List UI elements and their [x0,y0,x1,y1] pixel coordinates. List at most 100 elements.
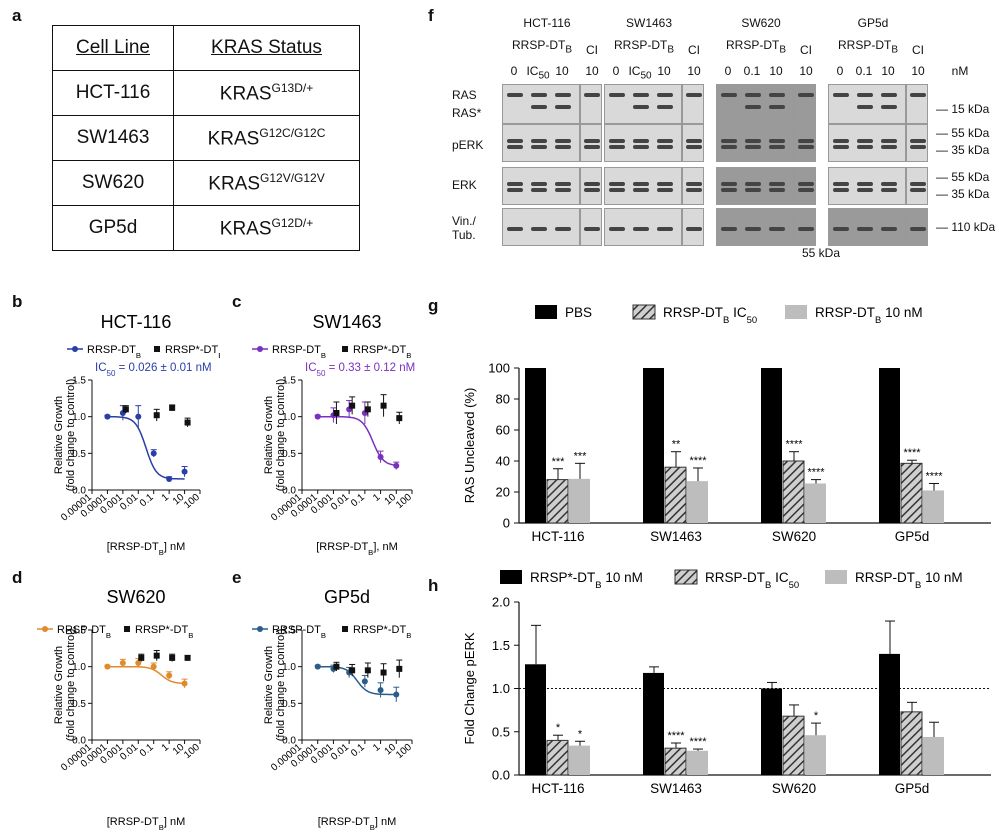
blot-strip-control [906,208,928,246]
blot-band [745,105,761,109]
table-row: SW1463 KRASG12C/G12C [52,115,360,161]
blot-band [910,227,926,231]
blot-band [769,182,785,186]
blot-band [657,93,673,97]
blot-dose-label: IC50 [628,64,652,82]
y-axis-label-2: (fold change to control) [275,379,287,492]
table-cell-status: KRASG13D/+ [173,70,360,116]
blot-band [657,139,673,143]
blot-band [584,139,600,143]
blot-band [881,182,897,186]
bar [761,368,782,523]
blot-band [910,139,926,143]
data-point-rrsp-star [184,654,191,661]
blot-strip [604,208,682,246]
blot-cell-line-label: HCT-116 [523,16,571,30]
y-axis-label: Fold Change pERK [462,632,477,744]
table-header-cell-line: Cell Line [52,25,174,71]
blot-band [584,182,600,186]
data-point-rrsp-star [364,667,371,674]
blot-band [555,145,571,149]
data-point-rrsp [377,687,384,694]
y-tick-label: 1.0 [492,681,510,696]
y-tick-label: 1.5 [282,376,296,387]
blot-strip-control [682,84,704,124]
legend-label-rrsp: RRSP-DTB [87,344,141,360]
y-tick-label: 0.0 [72,736,86,747]
blot-band [721,93,737,97]
blot-band [609,188,625,192]
blot-band [798,93,814,97]
legend-swatch [825,570,847,584]
blot-strip-control [580,208,602,246]
blot-band [531,93,547,97]
blot-band [531,188,547,192]
blot-band [507,139,523,143]
y-axis-label: Relative Growth [263,646,275,724]
blot-marker-label: — 55 kDa [936,126,990,140]
blot-unit-label: nM [951,64,969,78]
bar [923,736,944,775]
category-label: HCT-116 [531,529,584,544]
blot-treatment-label: RRSP-DTB [725,38,786,56]
blot-band [769,227,785,231]
data-point-rrsp [314,663,321,670]
blot-band [745,139,761,143]
bar [569,478,590,523]
blot-strip-control [794,208,816,246]
blot-band [881,145,897,149]
chart-title: HCT-116 [101,312,172,332]
table-cell-line: SW620 [52,160,174,206]
blot-band [657,105,673,109]
significance-label: **** [807,467,825,479]
ic50-annotation: IC50 = 0.33 ± 0.12 nM [305,362,415,378]
blot-marker-label: — 15 kDa [936,102,990,116]
blot-band [657,227,673,231]
blot-band [798,145,814,149]
blot-band [910,145,926,149]
blot-band [721,188,737,192]
blot-marker-label: — 55 kDa [936,170,990,184]
bar [664,747,687,776]
bar [900,711,923,776]
x-tick-label: 0.01 [118,742,140,763]
legend-label-rrsp: RRSP-DTB [272,344,326,360]
category-label: SW1463 [650,781,702,796]
panel-label-e: e [232,568,242,587]
bar [687,481,708,523]
blot-dose-label: 0.1 [743,64,761,78]
significance-label: **** [667,730,685,742]
blot-strip-control [682,124,704,162]
data-point-rrsp [393,691,400,698]
y-tick-label: 60 [496,423,510,438]
data-point-rrsp-star [333,663,340,670]
blot-strip-control [794,167,816,205]
blot-band [531,105,547,109]
x-axis-label: [RRSP-DTB] nM [318,816,397,832]
x-tick-label: 0.01 [329,742,351,763]
fit-curve [317,665,397,696]
blot-band [881,139,897,143]
blot-dose-label: 0.1 [855,64,873,78]
x-tick-label: 100 [394,492,414,511]
data-point-rrsp [150,663,157,670]
bar [900,462,923,524]
blot-strip [828,208,906,246]
data-point-rrsp [361,678,368,685]
bar [761,688,782,775]
blot-strip [828,84,906,124]
blot-band [633,188,649,192]
blot-band [769,139,785,143]
data-point-rrsp [181,680,188,687]
ras-uncleaved-bar-chart: PBS RRSP-DTB IC50 RRSP-DTB 10 nM 0 20 40 60 80 1… [462,304,991,544]
blot-band [584,145,600,149]
category-label: GP5d [895,781,930,796]
blot-control-label: CI [912,43,924,57]
legend-label: RRSP-DTB 10 nM [855,570,963,591]
panel-label-c: c [232,292,242,311]
bar [525,368,546,523]
table-cell-status: KRASG12D/+ [173,205,360,251]
blot-band [633,227,649,231]
blot-band [769,93,785,97]
significance-label: **** [785,439,803,451]
